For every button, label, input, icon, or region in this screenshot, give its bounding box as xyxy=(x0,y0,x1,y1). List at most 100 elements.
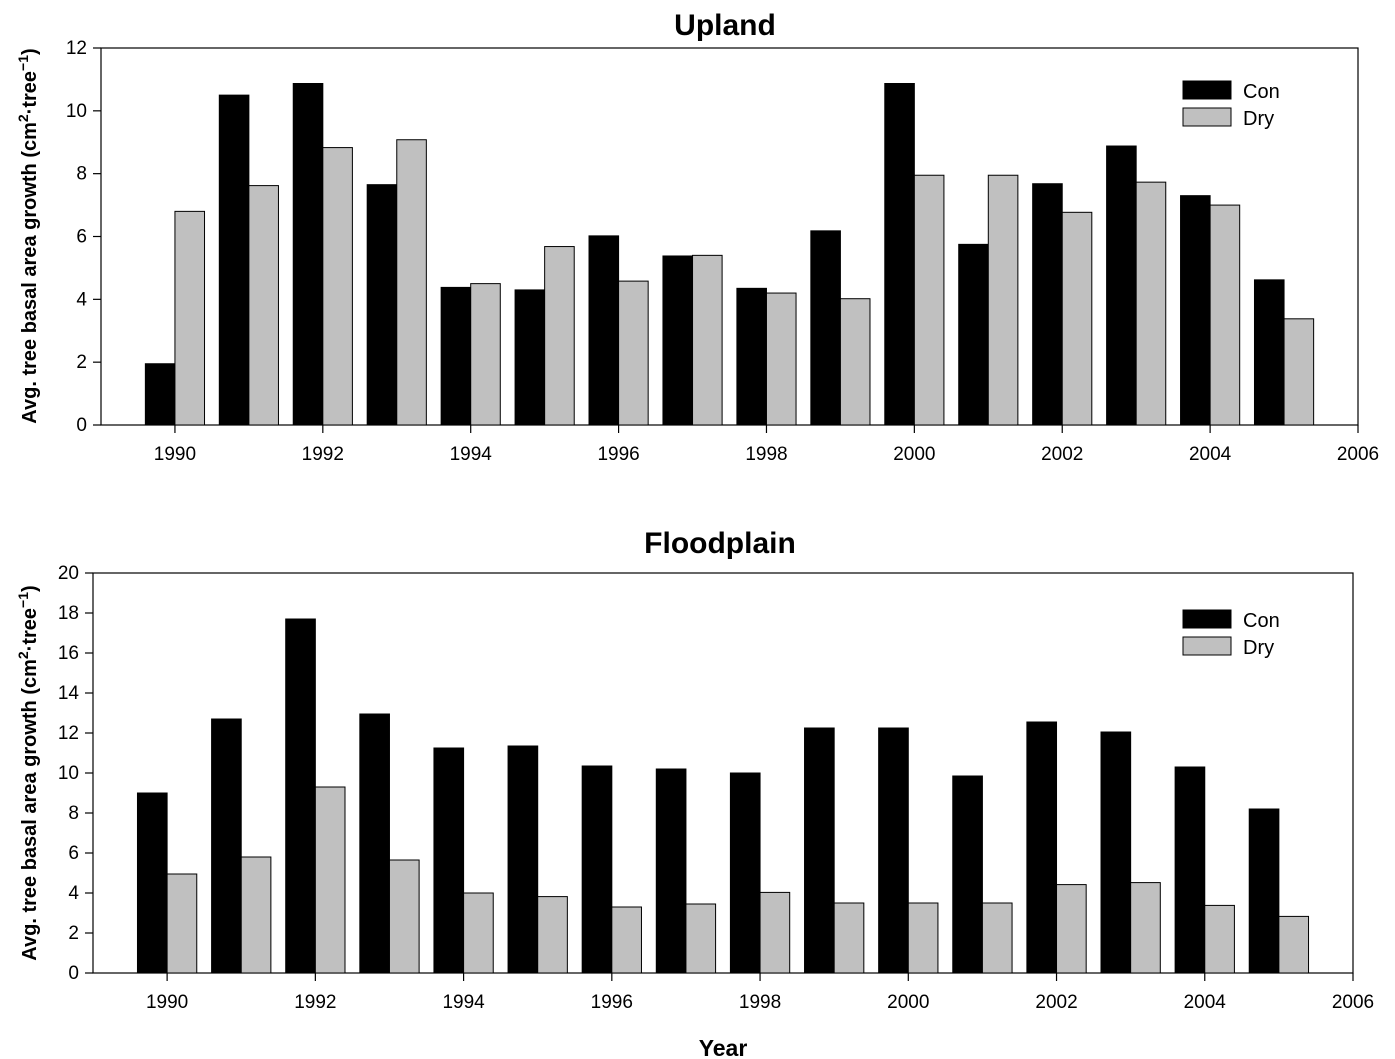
x-axis-label: Year xyxy=(699,1035,748,1059)
bar-dry-1999 xyxy=(833,902,865,974)
plot-frame xyxy=(92,572,1354,974)
bar-dry-2000 xyxy=(907,902,939,974)
bar-con-1999 xyxy=(810,230,841,426)
bar-con-1994 xyxy=(433,747,465,974)
bar-dry-1991 xyxy=(240,856,272,974)
bar-con-1990 xyxy=(144,363,176,426)
bar-dry-2001 xyxy=(987,174,1019,426)
bar-con-2002 xyxy=(1026,721,1058,974)
bar-dry-1996 xyxy=(618,280,649,426)
bar-con-1995 xyxy=(507,745,539,974)
x-tick-label: 2006 xyxy=(1332,992,1374,1013)
x-tick-label: 1996 xyxy=(597,444,639,465)
legend-swatch-con xyxy=(1182,609,1232,629)
bar-dry-1994 xyxy=(463,892,494,974)
bar-dry-1994 xyxy=(470,283,501,426)
bar-dry-2003 xyxy=(1130,882,1161,974)
bar-con-1995 xyxy=(514,289,546,426)
bar-con-2005 xyxy=(1248,808,1280,974)
bar-dry-1993 xyxy=(388,859,420,974)
y-tick-label: 10 xyxy=(58,763,79,784)
y-tick-label: 2 xyxy=(68,923,79,944)
x-tick-label: 2000 xyxy=(893,444,935,465)
y-tick-label: 8 xyxy=(76,164,87,185)
y-tick-label: 0 xyxy=(68,963,79,984)
bar-con-1998 xyxy=(729,772,761,974)
legend-swatch-dry xyxy=(1182,107,1232,127)
bar-dry-2002 xyxy=(1061,211,1093,426)
y-tick-label: 20 xyxy=(58,563,79,584)
chart-title: Upland xyxy=(674,9,776,42)
bar-con-2003 xyxy=(1100,731,1132,974)
y-tick-label: 18 xyxy=(58,603,79,624)
bar-con-1991 xyxy=(211,718,242,974)
x-tick-label: 1998 xyxy=(745,444,787,465)
legend: Con Dry xyxy=(1182,80,1280,130)
bar-dry-1992 xyxy=(322,147,353,426)
bar-dry-2004 xyxy=(1209,204,1241,426)
bar-con-1996 xyxy=(581,765,613,974)
bar-con-1994 xyxy=(440,286,472,426)
y-tick-label: 6 xyxy=(68,843,79,864)
x-axis: 1990 1992 1994 1996 1998 2000 2002 2004 2006 xyxy=(154,425,1379,465)
bar-dry-2005 xyxy=(1278,915,1310,974)
bar-con-1997 xyxy=(655,768,687,974)
y-tick-label: 4 xyxy=(68,883,79,904)
bar-con-2001 xyxy=(952,775,983,974)
bar-con-2004 xyxy=(1180,195,1211,426)
x-tick-label: 1990 xyxy=(146,992,188,1013)
bar-con-1993 xyxy=(359,713,390,974)
bar-con-1999 xyxy=(804,727,835,974)
x-tick-label: 1996 xyxy=(591,992,633,1013)
bar-dry-1993 xyxy=(396,139,427,426)
x-tick-label: 2002 xyxy=(1035,992,1077,1013)
chart-title: Floodplain xyxy=(644,527,796,560)
bar-dry-2004 xyxy=(1204,904,1235,974)
bars-group xyxy=(136,618,1310,974)
y-tick-label: 14 xyxy=(58,683,80,704)
bar-dry-2000 xyxy=(913,174,945,426)
x-tick-label: 1992 xyxy=(294,992,336,1013)
bar-con-2000 xyxy=(878,727,909,974)
y-axis-label: Avg. tree basal area growth (cm2·tree−1) xyxy=(15,585,41,960)
x-tick-label: 1990 xyxy=(154,444,196,465)
bar-con-2005 xyxy=(1253,279,1285,426)
bar-con-2004 xyxy=(1174,766,1206,974)
plot-frame xyxy=(100,47,1359,426)
bar-dry-1998 xyxy=(765,292,797,426)
y-tick-label: 10 xyxy=(66,101,87,122)
y-axis: 0 2 4 6 8 10 12 14 16 18 20 xyxy=(58,563,93,984)
legend-swatch-dry xyxy=(1182,636,1232,656)
chart-panel-upland: Upland 0 2 4 6 8 10 12 1990 1992 1994 1996 1998 200… xyxy=(15,9,1379,465)
bar-dry-2001 xyxy=(981,902,1013,974)
bar-con-1991 xyxy=(218,94,250,426)
bar-dry-1997 xyxy=(685,903,717,974)
bar-dry-1995 xyxy=(537,896,568,974)
bar-dry-2005 xyxy=(1283,318,1315,426)
bar-con-1990 xyxy=(136,792,168,974)
bar-con-1992 xyxy=(292,83,324,426)
bar-con-2000 xyxy=(884,83,915,426)
x-tick-label: 1994 xyxy=(450,444,493,465)
y-tick-label: 8 xyxy=(68,803,79,824)
bar-dry-1992 xyxy=(314,786,346,974)
y-tick-label: 2 xyxy=(76,352,87,373)
x-tick-label: 1992 xyxy=(302,444,344,465)
bar-con-1997 xyxy=(662,255,694,426)
x-tick-label: 2000 xyxy=(887,992,929,1013)
y-tick-label: 6 xyxy=(76,227,87,248)
y-tick-label: 12 xyxy=(58,723,79,744)
legend-label-dry: Dry xyxy=(1243,637,1274,659)
legend-swatch-con xyxy=(1182,80,1232,100)
y-tick-label: 4 xyxy=(76,289,87,310)
legend-label-con: Con xyxy=(1243,610,1280,632)
bar-con-2002 xyxy=(1032,183,1063,426)
bar-dry-1995 xyxy=(544,246,575,426)
x-tick-label: 2004 xyxy=(1184,992,1227,1013)
bar-dry-1998 xyxy=(759,891,791,974)
bars-group xyxy=(144,83,1315,426)
x-tick-label: 2002 xyxy=(1041,444,1083,465)
bar-dry-1990 xyxy=(174,210,206,426)
x-axis: 1990 1992 1994 1996 1998 2000 2002 2004 2006 xyxy=(146,973,1374,1013)
y-tick-label: 0 xyxy=(76,415,87,436)
